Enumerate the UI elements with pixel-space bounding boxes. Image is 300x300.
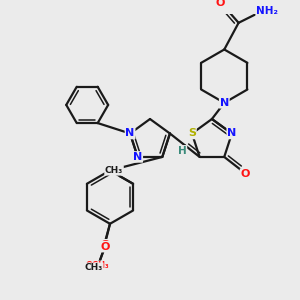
Text: N: N (227, 128, 236, 139)
Text: O: O (241, 169, 250, 179)
Text: NH₂: NH₂ (256, 6, 278, 16)
Text: O: O (100, 240, 110, 250)
Text: N: N (125, 128, 135, 139)
Text: O: O (216, 0, 225, 8)
Text: CH₃: CH₃ (85, 263, 103, 272)
Text: N: N (133, 152, 142, 162)
Text: CH₃: CH₃ (105, 166, 123, 175)
Text: H: H (178, 146, 187, 156)
Text: OCH₃: OCH₃ (86, 261, 110, 270)
Text: N: N (220, 98, 229, 108)
Text: S: S (188, 128, 196, 139)
Text: O: O (100, 242, 110, 252)
